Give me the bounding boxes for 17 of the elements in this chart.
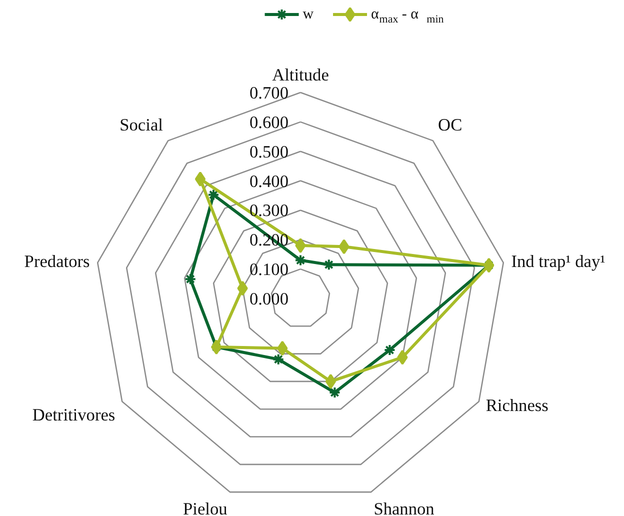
spoke-label: Altitude (272, 66, 330, 84)
spoke-label: Social (120, 116, 164, 135)
spoke-label: Ind trap¹ day¹ (511, 252, 606, 271)
spoke-label: Predators (24, 252, 90, 271)
spoke-label: Shannon (374, 500, 435, 516)
spoke-label: Detritivores (32, 406, 116, 424)
spoke-label: OC (438, 116, 462, 135)
spoke-label: Richness (486, 396, 549, 415)
y-tick-label: 0.300 (250, 201, 289, 220)
y-tick-label: 0.600 (250, 112, 289, 132)
y-tick-label: 0.700 (250, 84, 289, 102)
y-tick-label: 0.100 (250, 260, 289, 280)
y-tick-label: 0.500 (250, 142, 289, 162)
y-tick-label: 0.400 (250, 172, 289, 191)
legend-label: w (302, 6, 314, 22)
spoke-label: Pielou (183, 500, 228, 516)
y-tick-label: 0.000 (250, 290, 289, 308)
